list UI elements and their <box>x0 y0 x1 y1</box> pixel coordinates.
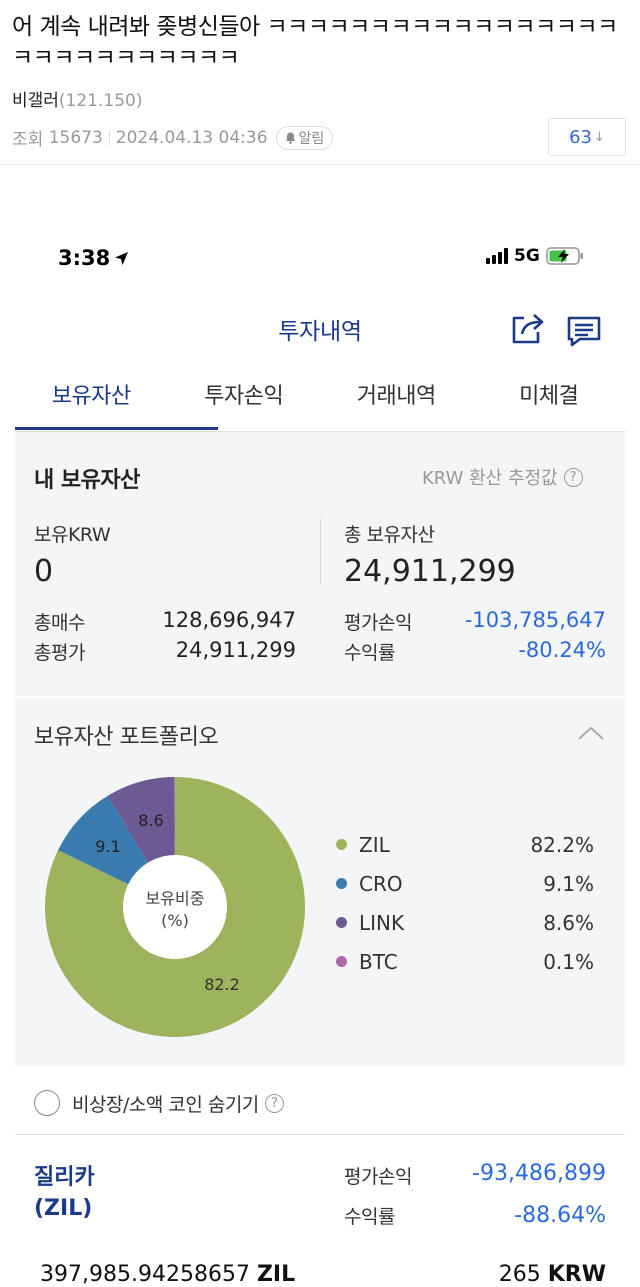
legend-item-cro: CRO 9.1% <box>336 864 594 903</box>
total-eval-label: 총평가 <box>34 642 85 664</box>
post-datetime: 2024.04.13 04:36 <box>115 127 268 148</box>
coin-rate-label: 수익률 <box>344 1206 395 1228</box>
coin-avg-price-unit: KRW <box>547 1262 606 1287</box>
author-ip: (121.150) <box>58 91 143 111</box>
portfolio-donut-chart: 보유비중 (%) 82.2 9.1 8.6 <box>45 777 305 1037</box>
legend-name: BTC <box>359 949 398 974</box>
legend-dot-zil <box>336 839 347 850</box>
list-divider <box>15 1134 625 1135</box>
share-icon[interactable] <box>510 312 546 346</box>
donut-center-label: 보유비중 <box>146 889 205 908</box>
reply-count-button[interactable]: 63 ↓ <box>548 118 626 156</box>
coin-quantity: 397,985.94258657 ZIL <box>40 1262 295 1287</box>
legend-percent: 82.2% <box>530 832 594 857</box>
total-buy-value: 128,696,947 <box>162 608 296 632</box>
total-buy-label: 총매수 <box>34 612 85 634</box>
hide-small-coins-label: 비상장/소액 코인 숨기기 <box>72 1094 259 1116</box>
coin-avg-price-value: 265 <box>498 1262 541 1287</box>
pnl-value: -103,785,647 <box>464 608 606 632</box>
legend-percent: 0.1% <box>543 949 594 974</box>
coin-symbol: (ZIL) <box>34 1196 93 1221</box>
tab-bar: 보유자산 투자손익 거래내역 미체결 <box>15 365 625 432</box>
estimate-note-text: KRW 환산 추정값 <box>422 468 558 489</box>
legend-name: ZIL <box>359 832 390 857</box>
return-rate-label: 수익률 <box>344 642 395 664</box>
coin-rate-value: -88.64% <box>514 1203 606 1228</box>
coin-quantity-value: 397,985.94258657 <box>40 1262 250 1287</box>
post-title: 어 계속 내려봐 좆병신들아 ㅋㅋㅋㅋㅋㅋㅋㅋㅋㅋㅋㅋㅋㅋㅋㅋㅋㅋㅋㅋㅋㅋㅋㅋㅋ… <box>12 14 618 71</box>
legend-item-zil: ZIL 82.2% <box>336 825 594 864</box>
network-type: 5G <box>514 246 540 266</box>
help-icon: ? <box>563 467 583 487</box>
summary-divider <box>320 519 321 583</box>
meta-divider <box>108 130 110 145</box>
chevron-up-icon[interactable] <box>576 724 606 742</box>
status-time: 3:38 <box>58 246 129 270</box>
hide-small-coins-radio[interactable] <box>34 1090 60 1116</box>
slice-label-cro: 9.1 <box>95 837 120 856</box>
location-arrow-icon <box>115 251 129 265</box>
arrow-down-icon: ↓ <box>594 129 605 145</box>
post-divider <box>0 164 640 165</box>
portfolio-title: 보유자산 포트폴리오 <box>34 725 219 750</box>
legend-name: CRO <box>359 871 403 896</box>
tab-profit-loss[interactable]: 투자손익 <box>204 384 284 409</box>
return-rate-value: -80.24% <box>518 638 606 662</box>
pnl-label: 평가손익 <box>344 612 412 634</box>
views-label: 조회 <box>12 130 44 150</box>
total-eval-value: 24,911,299 <box>175 638 296 662</box>
post-author[interactable]: 비갤러(121.150) <box>12 86 143 111</box>
tab-trade-history[interactable]: 거래내역 <box>356 384 436 409</box>
post-meta: 조회 15673 2024.04.13 04:36 알림 <box>12 125 334 150</box>
legend-item-link: LINK 8.6% <box>336 903 594 942</box>
legend-percent: 9.1% <box>543 871 594 896</box>
total-assets-label: 총 보유자산 <box>344 524 435 546</box>
legend-percent: 8.6% <box>543 910 594 935</box>
alarm-label: 알림 <box>298 130 325 147</box>
legend-dot-link <box>336 917 347 928</box>
coin-name-korean: 질리카 <box>34 1165 95 1190</box>
alarm-button[interactable]: 알림 <box>275 125 334 150</box>
views-count: 15673 <box>48 127 103 148</box>
legend-item-btc: BTC 0.1% <box>336 942 594 981</box>
coin-avg-price: 265 KRW <box>440 1262 606 1287</box>
author-name: 비갤러 <box>12 91 59 111</box>
app-title: 투자내역 <box>278 319 362 345</box>
portfolio-legend: ZIL 82.2% CRO 9.1% LINK 8.6% BTC 0.1% <box>336 825 594 981</box>
coin-pnl-value: -93,486,899 <box>472 1161 606 1186</box>
krw-value: 0 <box>34 554 54 589</box>
help-icon[interactable]: ? <box>264 1094 284 1113</box>
coin-name[interactable]: 질리카 (ZIL) <box>34 1162 95 1224</box>
tab-open-orders[interactable]: 미체결 <box>519 384 579 409</box>
coin-quantity-unit: ZIL <box>256 1262 296 1287</box>
donut-hole <box>123 855 227 959</box>
krw-label: 보유KRW <box>34 524 111 546</box>
memo-icon[interactable] <box>566 315 602 347</box>
donut-center-unit: (%) <box>161 911 189 930</box>
battery-charging-icon <box>545 247 583 265</box>
status-clock: 3:38 <box>58 246 111 270</box>
estimate-note[interactable]: KRW 환산 추정값 ? <box>422 464 583 490</box>
signal-icon <box>486 248 508 264</box>
coin-pnl-label: 평가손익 <box>344 1166 412 1188</box>
holdings-title: 내 보유자산 <box>34 468 140 493</box>
active-tab-indicator <box>15 427 218 430</box>
legend-dot-btc <box>336 956 347 967</box>
total-assets-value: 24,911,299 <box>344 554 516 589</box>
bell-icon <box>285 132 295 144</box>
tab-holdings[interactable]: 보유자산 <box>51 384 131 409</box>
status-indicators: 5G <box>486 246 586 266</box>
reply-count: 63 <box>569 126 592 148</box>
legend-dot-cro <box>336 878 347 889</box>
slice-label-link: 8.6 <box>138 811 163 830</box>
hide-small-coins-option[interactable]: 비상장/소액 코인 숨기기 ? <box>72 1090 284 1117</box>
legend-name: LINK <box>359 910 405 935</box>
slice-label-zil: 82.2 <box>204 975 240 994</box>
